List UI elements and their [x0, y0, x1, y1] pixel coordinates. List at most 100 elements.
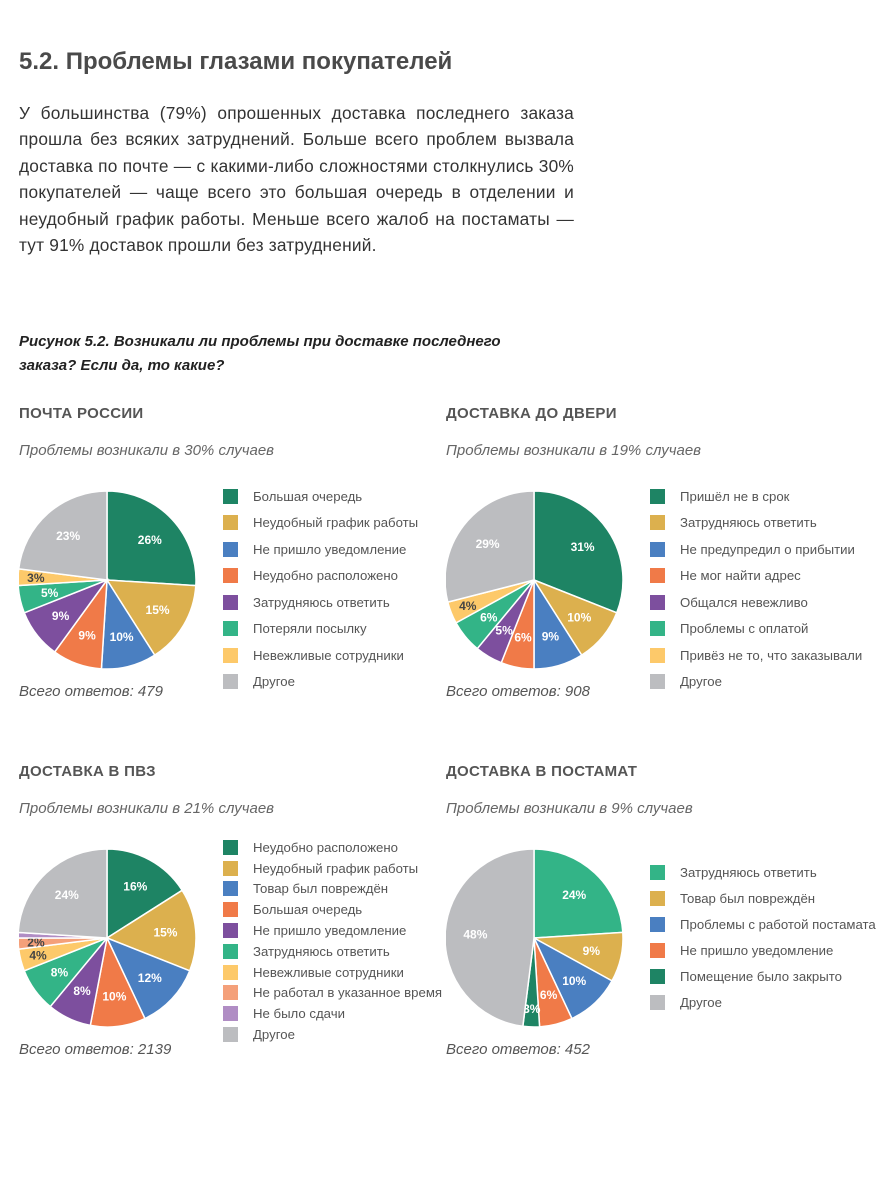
legend-swatch: [650, 942, 665, 958]
legend-label: Потеряли посылку: [253, 621, 367, 637]
chart-total: Всего ответов: 908: [446, 683, 590, 700]
slice-value-label: 9%: [52, 609, 70, 623]
legend-swatch: [650, 647, 665, 663]
slice-value-label: 10%: [110, 630, 134, 644]
legend-swatch: [223, 985, 238, 1001]
legend-swatch: [650, 621, 665, 637]
legend-item: Затрудняюсь ответить: [223, 941, 442, 962]
slice-value-label: 24%: [55, 888, 79, 902]
slice-value-label: 4%: [459, 599, 477, 613]
pie-slice: [533, 490, 624, 614]
legend-swatch: [223, 568, 238, 584]
slice-value-label: 24%: [562, 888, 586, 902]
slice-value-label: 6%: [540, 988, 558, 1002]
legend-label: Проблемы с оплатой: [680, 621, 809, 637]
chart-pochta: ПОЧТА РОССИИ Проблемы возникали в 30% слу…: [19, 405, 459, 745]
legend-label: Помещение было закрыто: [680, 968, 842, 984]
slice-value-label: 8%: [73, 984, 91, 998]
legend-item: Помещение было закрыто: [650, 963, 876, 989]
legend-label: Неудобно расположено: [253, 568, 398, 584]
slice-value-label: 9%: [583, 944, 601, 958]
legend-swatch: [223, 902, 238, 918]
legend-label: Затрудняюсь ответить: [253, 943, 390, 959]
pie-slice: [446, 848, 535, 1028]
legend-label: Невежливые сотрудники: [253, 964, 404, 980]
legend-item: Пришёл не в срок: [650, 483, 862, 510]
slice-value-label: 3%: [27, 571, 45, 585]
legend-item: Потеряли посылку: [223, 616, 418, 643]
legend-item: Затрудняюсь ответить: [650, 859, 876, 885]
legend-swatch: [223, 860, 238, 876]
legend-item: Неудобно расположено: [223, 563, 418, 590]
legend-swatch: [650, 594, 665, 610]
chart-total: Всего ответов: 2139: [19, 1041, 172, 1058]
slice-value-label: 8%: [51, 966, 69, 980]
legend-swatch: [223, 923, 238, 939]
slice-value-label: 5%: [41, 586, 59, 600]
slice-value-label: 15%: [146, 603, 170, 617]
legend-label: Привёз не то, что заказывали: [680, 647, 863, 663]
pie-slice: [106, 848, 184, 940]
chart-title: ПОЧТА РОССИИ: [19, 405, 144, 422]
legend-label: Не работал в указанное время: [253, 985, 443, 1001]
legend-label: Общался невежливо: [680, 594, 808, 610]
slice-value-label: 15%: [153, 925, 177, 939]
legend-item: Большая очередь: [223, 483, 418, 510]
slice-value-label: 9%: [542, 629, 560, 643]
chart-subtitle: Проблемы возникали в 19% случаев: [446, 442, 702, 459]
slice-value-label: 10%: [102, 989, 126, 1003]
slice-value-label: 26%: [138, 533, 162, 547]
figure-caption: Рисунок 5.2. Возникали ли проблемы при д…: [19, 333, 501, 374]
legend-label: Большая очередь: [253, 488, 363, 504]
legend-item: Неудобно расположено: [223, 837, 442, 858]
pie-chart: 31%10%9%6%5%6%4%29%: [446, 490, 624, 670]
legend-label: Затрудняюсь ответить: [253, 594, 390, 610]
pie-slice: [19, 579, 108, 614]
chart-legend: Большая очередь Неудобный график работы Не…: [223, 483, 418, 695]
legend-item: Неудобный график работы: [223, 858, 442, 879]
slice-value-label: 48%: [463, 927, 487, 941]
pie-slice: [19, 937, 108, 972]
legend-item: Не пришло уведомление: [650, 937, 876, 963]
legend-label: Невежливые сотрудники: [253, 647, 404, 663]
legend-label: Не мог найти адрес: [680, 568, 801, 584]
legend-item: Другое: [223, 1024, 442, 1045]
chart-pvz: ДОСТАВКА В ПВЗ Проблемы возникали в 21% с…: [19, 763, 459, 1103]
slice-value-label: 10%: [562, 974, 586, 988]
chart-total: Всего ответов: 479: [19, 683, 163, 700]
pie-chart: 24% 9% 10% 6%3% 48%: [446, 848, 624, 1028]
pie-slice: [19, 490, 108, 581]
legend-swatch: [223, 515, 238, 531]
chart-title: ДОСТАВКА В ПОСТАМАТ: [446, 763, 638, 780]
legend-swatch: [223, 541, 238, 557]
legend-item: Не работал в указанное время: [223, 983, 442, 1004]
legend-item: Проблемы с оплатой: [650, 616, 862, 643]
pie-slice: [19, 937, 108, 950]
legend-swatch: [223, 1027, 238, 1043]
legend-item: Не мог найти адрес: [650, 563, 862, 590]
legend-item: Невежливые сотрудники: [223, 962, 442, 983]
slice-value-label: 10%: [567, 610, 591, 624]
legend-swatch: [650, 515, 665, 531]
pie-slice: [19, 848, 108, 939]
legend-label: Другое: [253, 674, 295, 690]
pie-slice: [446, 490, 535, 604]
chart-subtitle: Проблемы возникали в 21% случаев: [19, 800, 275, 817]
legend-swatch: [650, 541, 665, 557]
legend-label: Неудобный график работы: [253, 860, 419, 876]
slice-value-label: 2%: [27, 935, 45, 949]
legend-swatch: [650, 890, 665, 906]
slice-value-label: 29%: [476, 537, 500, 551]
legend-label: Затрудняюсь ответить: [680, 515, 817, 531]
legend-swatch: [223, 943, 238, 959]
legend-swatch: [650, 968, 665, 984]
slice-value-label: 16%: [123, 880, 147, 894]
slice-value-label: 6%: [514, 631, 532, 645]
legend-item: Другое: [650, 989, 876, 1015]
slice-value-label: 4%: [29, 949, 47, 963]
legend-item: Не пришло уведомление: [223, 920, 442, 941]
legend-swatch: [650, 488, 665, 504]
legend-item: Привёз не то, что заказывали: [650, 642, 862, 669]
intro-paragraph: У большинства (79%) опрошенных доставка …: [19, 103, 574, 256]
